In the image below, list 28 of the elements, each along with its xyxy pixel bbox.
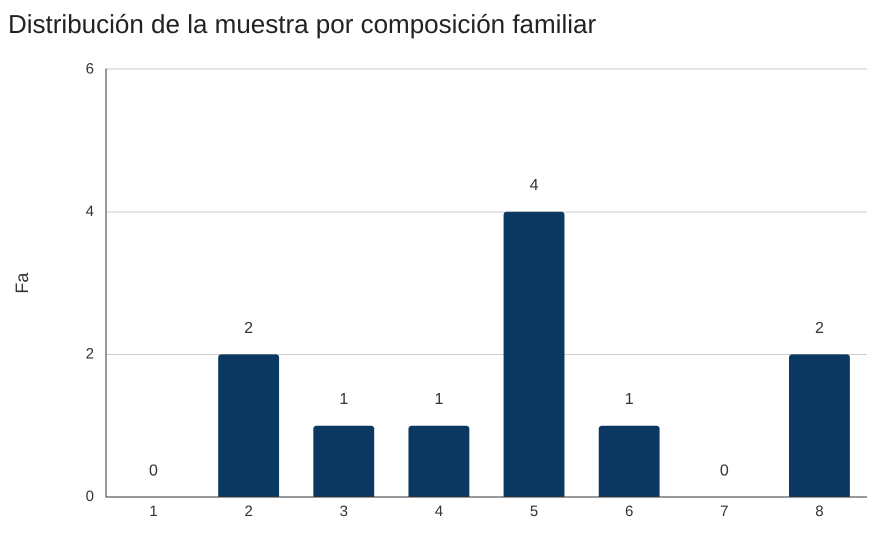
- bar: [313, 426, 374, 496]
- bar: [598, 426, 660, 496]
- bar: [408, 426, 470, 496]
- x-tick-label: 4: [434, 503, 444, 520]
- y-tick-label: 4: [86, 202, 94, 220]
- x-tick-label: 8: [815, 503, 824, 520]
- x-tick-label: 1: [149, 503, 158, 520]
- bar: [504, 212, 564, 496]
- y-tick-label: 6: [86, 60, 94, 78]
- x-tick-label: 5: [530, 503, 538, 520]
- x-tick-label: 6: [625, 503, 634, 520]
- chart-title: Distribución de la muestra por composición familiar: [8, 8, 596, 39]
- x-tick-label: 7: [720, 503, 728, 520]
- data-label: 1: [339, 391, 348, 408]
- data-label: 0: [720, 462, 729, 480]
- data-label: 4: [530, 177, 539, 194]
- data-label: 1: [434, 391, 444, 408]
- x-tick-label: 3: [340, 503, 348, 520]
- x-tick-label: 2: [244, 503, 253, 520]
- bar: [218, 354, 280, 496]
- data-label: 2: [814, 320, 824, 337]
- y-axis-title: Fa: [12, 272, 32, 294]
- data-label: 2: [244, 320, 254, 337]
- data-label: 0: [149, 462, 158, 480]
- y-tick-label: 0: [86, 488, 94, 506]
- bar: [788, 354, 850, 496]
- data-label: 1: [624, 391, 634, 408]
- y-tick-label: 2: [86, 346, 94, 363]
